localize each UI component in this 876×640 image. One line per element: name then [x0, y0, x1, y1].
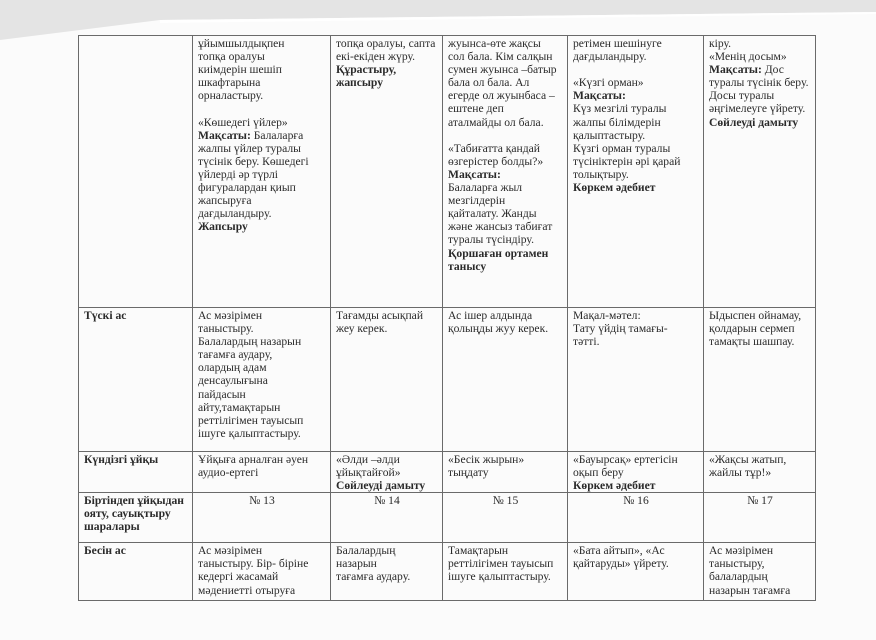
table-cell: Балалардың назарын тағамға аудару.: [330, 542, 443, 602]
table-cell: «Бата айтып», «Ас қайтаруды» үйрету.: [567, 542, 704, 602]
cell-text: № 17: [747, 494, 773, 508]
row-label: Түскі ас: [78, 307, 193, 452]
table-cell: № 15: [442, 492, 568, 544]
cell-text: № 16: [623, 494, 649, 508]
cell-text: ұйымшылдықпен топқа оралуы киімдерін шеш…: [198, 37, 288, 129]
table-cell: Ас ішер алдында қолыңды жуу керек.: [442, 307, 568, 452]
scan-shadow: [0, 0, 876, 40]
bold-text: Мақсаты:: [709, 63, 762, 77]
cell-text: № 15: [492, 494, 519, 508]
row-label: Біртіндеп ұйқыдан ояту, сауықтыру шарала…: [78, 492, 193, 544]
cell-text: Мақал-мәтел: Тату үйдің тамағы- тәтті.: [573, 309, 668, 349]
table-cell: Тағамды асықпай жеу керек.: [330, 307, 443, 452]
bold-text: Мақсаты:: [448, 167, 501, 181]
table-cell: «Әлди –әлди ұйықтайғой» Сөйлеуді дамыту: [330, 450, 443, 494]
schedule-table: ұйымшылдықпен топқа оралуы киімдерін шеш…: [78, 35, 816, 602]
bold-text: Қоршаған ортамен танысу: [448, 246, 549, 273]
table-cell: «Бесік жырын» тыңдату: [442, 450, 568, 494]
table-cell: ретімен шешінуге дағдыландыру. «Күзгі ор…: [567, 35, 704, 308]
table-cell: № 17: [703, 492, 816, 544]
table-cell: топқа оралуы, сапта екі-екіден жүру. Құр…: [330, 35, 443, 308]
bold-text: Құрастыру, жапсыру: [336, 63, 397, 90]
cell-text: топқа оралуы, сапта екі-екіден жүру.: [336, 37, 436, 64]
cell-text: «Жақсы жатып, жайлы тұр!»: [709, 453, 787, 480]
cell-text: Ұйқыға арналған әуен аудио-ертегі: [198, 453, 309, 480]
table-row: Біртіндеп ұйқыдан ояту, сауықтыру шарала…: [78, 492, 816, 544]
table-cell: № 14: [330, 492, 443, 544]
table-row: ұйымшылдықпен топқа оралуы киімдерін шеш…: [78, 35, 816, 308]
row-label: Күндізгі ұйқы: [78, 450, 193, 494]
cell-text: жуынса-өте жақсы сол бала. Кім салқын су…: [448, 37, 557, 168]
table-row: Түскі ас Ас мәзірімен таныстыру. Балалард…: [78, 307, 816, 452]
table-cell: Ұйқыға арналған әуен аудио-ертегі: [192, 450, 331, 494]
cell-text: Дос туралы түсінік беру. Досы туралы әңг…: [709, 63, 809, 116]
table-cell: Ас мәзірімен таныстыру. Балалардың назар…: [192, 307, 331, 452]
table-cell: Мақал-мәтел: Тату үйдің тамағы- тәтті.: [567, 307, 704, 452]
table-cell: «Жақсы жатып, жайлы тұр!»: [703, 450, 816, 494]
table-row: Бесін ас Ас мәзірімен таныстыру. Бір- бір…: [78, 542, 816, 602]
cell-text: Ыдыспен ойнамау, қолдарын сермеп тамақты…: [709, 309, 802, 349]
cell-text: Ас мәзірімен таныстыру. Балалардың назар…: [198, 309, 304, 440]
bold-text: Сөйлеуді дамыту: [336, 479, 426, 493]
cell-text: «Бата айтып», «Ас қайтаруды» үйрету.: [573, 544, 669, 571]
table-cell: «Бауырсақ» ертегісін оқып беру Көркем әд…: [567, 450, 704, 494]
cell-text: кіру. «Менің досым»: [709, 37, 787, 64]
bold-text: Мақсаты:: [573, 89, 626, 103]
cell-text: Тағамды асықпай жеу керек.: [336, 309, 424, 336]
table-cell: Тамақтарын реттілігімен тауысып ішуге қа…: [442, 542, 568, 602]
cell-text: ретімен шешінуге дағдыландыру. «Күзгі ор…: [573, 37, 662, 90]
cell-text: «Бауырсақ» ертегісін оқып беру: [573, 453, 678, 480]
table-cell: кіру. «Менің досым» Мақсаты: Дос туралы …: [703, 35, 816, 308]
bold-text: Жапсыру: [198, 220, 248, 234]
cell-text: № 14: [374, 494, 400, 508]
cell-text: Балаларға жалпы үйлер туралы түсінік бер…: [198, 128, 309, 221]
table-cell: № 16: [567, 492, 704, 544]
bold-text: Сөйлеуді дамыту: [709, 115, 799, 129]
bold-text: Мақсаты:: [198, 128, 251, 142]
cell-text: «Әлди –әлди ұйықтайғой»: [336, 453, 401, 480]
cell-text: Балаларға жыл мезгілдерін қайталату. Жан…: [448, 181, 553, 247]
cell-text: Күз мезгілі туралы жалпы білімдерін қалы…: [573, 102, 681, 181]
cell-text: Ас ішер алдында қолыңды жуу керек.: [448, 309, 549, 336]
table-cell: № 13: [192, 492, 331, 544]
table-cell: Ыдыспен ойнамау, қолдарын сермеп тамақты…: [703, 307, 816, 452]
row-label: Бесін ас: [78, 542, 193, 602]
table-row: Күндізгі ұйқы Ұйқыға арналған әуен аудио-…: [78, 450, 816, 494]
cell-text: Балалардың назарын тағамға аудару.: [336, 544, 411, 584]
cell-text: Ас мәзірімен таныстыру. Бір- біріне кеде…: [198, 544, 309, 597]
bold-text: Көркем әдебиет: [573, 479, 656, 493]
table-cell: ұйымшылдықпен топқа оралуы киімдерін шеш…: [192, 35, 331, 308]
table-cell: Ас мәзірімен таныстыру, балалардың назар…: [703, 542, 816, 602]
cell-text: «Бесік жырын» тыңдату: [448, 453, 525, 480]
row-label: [78, 35, 193, 308]
bold-text: Көркем әдебиет: [573, 181, 656, 195]
cell-text: Ас мәзірімен таныстыру, балалардың назар…: [709, 544, 791, 597]
table-cell: жуынса-өте жақсы сол бала. Кім салқын су…: [442, 35, 568, 308]
table-cell: Ас мәзірімен таныстыру. Бір- біріне кеде…: [192, 542, 331, 602]
cell-text: Тамақтарын реттілігімен тауысып ішуге қа…: [448, 544, 554, 584]
cell-text: № 13: [249, 494, 275, 508]
